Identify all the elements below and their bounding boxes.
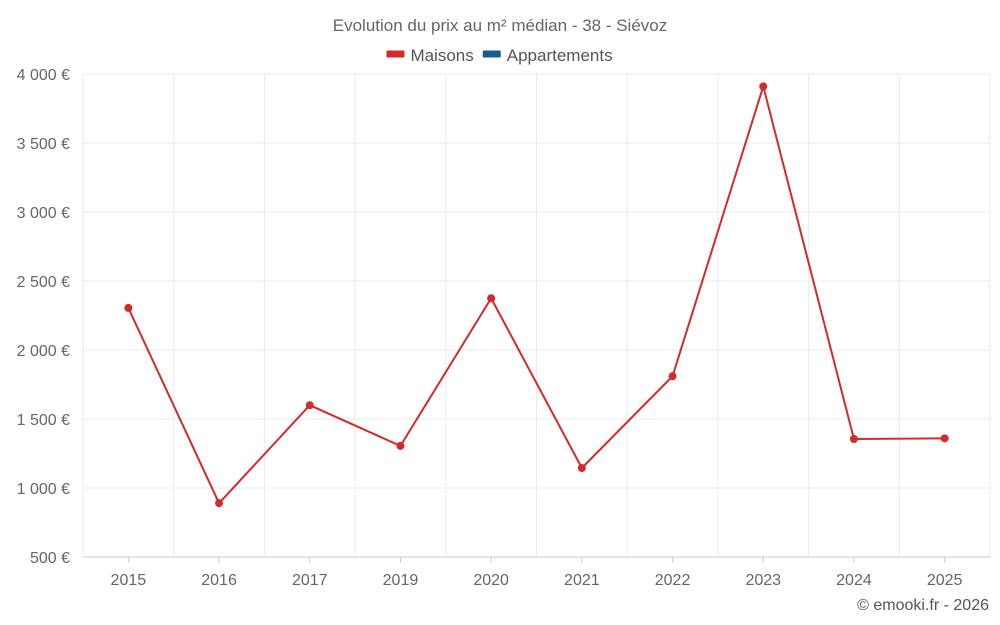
x-tick-label: 2020: [473, 572, 509, 589]
x-tick-label: 2024: [836, 572, 872, 589]
legend[interactable]: Maisons Appartements: [386, 46, 613, 65]
y-tick-label: 1 000 €: [17, 481, 70, 498]
x-tick-label: 2021: [564, 572, 600, 589]
data-point[interactable]: [124, 303, 133, 312]
legend-item[interactable]: Appartements: [482, 46, 613, 65]
y-tick-label: 500 €: [30, 550, 70, 567]
y-tick-label: 3 500 €: [17, 136, 70, 153]
series-layer: [124, 82, 949, 508]
data-point[interactable]: [940, 434, 949, 443]
data-point[interactable]: [759, 82, 768, 91]
x-tick-label: 2015: [111, 572, 147, 589]
data-point[interactable]: [396, 441, 405, 450]
y-tick-label: 2 500 €: [17, 274, 70, 291]
legend-label: Maisons: [410, 46, 473, 65]
legend-swatch: [482, 50, 501, 58]
y-tick-label: 1 500 €: [17, 412, 70, 429]
legend-item[interactable]: Maisons: [386, 46, 474, 65]
y-tick-label: 2 000 €: [17, 343, 70, 360]
series-line-maisons: [127, 85, 945, 505]
x-tick-label: 2019: [383, 572, 419, 589]
credit-text: © emooki.fr - 2026: [857, 597, 989, 614]
y-tick-label: 3 000 €: [17, 205, 70, 222]
data-point[interactable]: [577, 463, 586, 472]
axes: 500 € 1 000 € 1 500 € 2 000 € 2 500 € 3 000 €…: [17, 67, 990, 589]
x-tick-label: 2023: [745, 572, 781, 589]
data-point[interactable]: [305, 401, 314, 410]
x-tick-label: 2016: [201, 572, 237, 589]
legend-label: Appartements: [507, 46, 613, 65]
data-point[interactable]: [215, 499, 224, 508]
y-tick-label: 4 000 €: [17, 67, 70, 84]
data-point[interactable]: [487, 294, 496, 303]
data-point[interactable]: [668, 372, 677, 381]
chart-title: Evolution du prix au m² médian - 38 - Si…: [333, 16, 668, 35]
legend-swatch: [386, 50, 405, 58]
x-tick-label: 2022: [655, 572, 691, 589]
grid: [82, 73, 991, 558]
x-tick-label: 2025: [927, 572, 963, 589]
data-point[interactable]: [849, 435, 858, 444]
x-tick-label: 2017: [292, 572, 328, 589]
